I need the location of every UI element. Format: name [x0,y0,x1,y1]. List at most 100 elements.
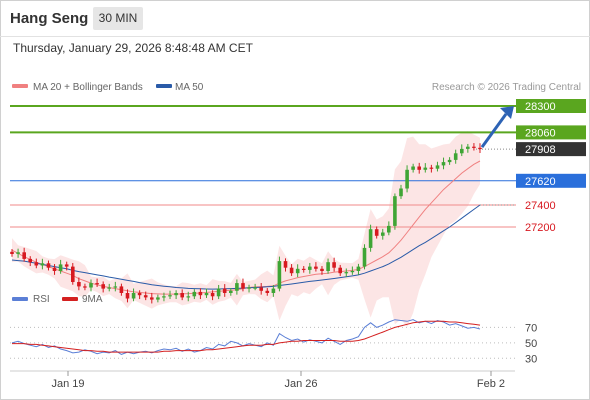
ma20-legend-swatch [12,84,28,88]
candle-body [174,293,178,296]
candle-body [466,146,470,149]
forecast-arrow-head [500,106,514,119]
candle-body [64,264,69,267]
candle-body [58,264,63,271]
candle-body [95,283,99,285]
ma20-legend-label: MA 20 + Bollinger Bands [33,82,143,93]
candle-body [119,286,124,293]
candle-body [399,188,403,197]
level-label-27908: 27908 [525,144,556,156]
candle-body [478,147,482,150]
candle-body [259,287,263,291]
timeframe-badge[interactable]: 30 MIN [93,7,143,30]
candle-body [101,284,105,289]
level-label-28060: 28060 [525,127,556,139]
candle-body [198,291,203,296]
header-bar: Hang Seng 30 MIN [0,0,590,37]
level-label-27200: 27200 [525,222,556,234]
level-label-27400: 27400 [525,200,556,212]
candle-body [83,286,87,288]
candle-body [356,266,361,271]
candle-body [210,293,215,297]
candle-body [447,159,452,163]
candle-body [387,225,391,233]
candle-body [417,166,421,170]
candle-body [429,167,434,169]
candle-body [235,283,239,291]
ma50-legend-swatch [156,84,172,88]
rsi-tick-30: 30 [525,353,537,365]
ma50-line [11,204,481,290]
ma9-legend-swatch [62,297,78,301]
candle-body [222,288,227,293]
candle-body [40,263,45,266]
forecast-arrow [480,113,508,149]
ma9-legend-label: 9MA [82,294,103,305]
ma50-legend-label: MA 50 [175,82,204,93]
candle-body [344,272,349,274]
rsi-line [11,319,481,355]
candle-body [283,261,288,268]
rsi-tick-50: 50 [525,338,537,350]
rsi-legend-swatch [12,297,28,301]
candle-body [247,287,251,289]
candle-body [326,262,330,271]
candle-body [107,287,111,289]
candle-body [22,252,26,259]
candle-body [71,266,75,282]
candle-body [131,293,136,299]
candle-body [253,287,257,289]
candle-body [320,268,324,271]
candle-body [338,267,342,274]
candle-body [52,267,57,271]
rsi-ma9-line [12,320,481,353]
level-tag-28300 [516,99,586,113]
candle-body [16,252,20,254]
price-plot: 28300 28060 27908 27620 27400 27200 [10,99,586,327]
candle-body [314,266,318,269]
research-credit: Research © 2026 Trading Central [432,82,581,93]
candle-body [34,262,39,266]
candle-body [435,165,440,169]
candle-body [77,282,81,287]
candle-body [168,295,172,297]
candle-body [295,268,300,274]
candle-body [265,290,270,293]
candle-body [308,266,312,270]
rsi-plot: RSI 9MA 70 50 30 [10,294,537,365]
candle-body [143,295,148,298]
level-tag-27620 [516,173,586,188]
instrument-title: Hang Seng [10,10,89,27]
candle-body [229,290,233,293]
candle-body [241,283,245,289]
candle-body [89,283,93,288]
candle-body [350,271,355,273]
level-label-27620: 27620 [525,176,556,188]
candle-body [405,169,409,189]
candle-body [271,288,276,293]
candle-body [277,261,282,289]
candle-body [393,196,397,226]
candle-body [162,296,166,298]
candle-body [125,293,130,299]
candle-body [10,251,14,254]
candle-body [453,153,458,160]
candle-body [441,162,446,166]
bollinger-band [12,131,480,327]
level-label-28300: 28300 [525,101,556,113]
x-tick-label: Jan 19 [51,378,84,390]
candle-body [137,293,142,296]
x-tick-label: Feb 2 [477,378,505,390]
candle-body [460,148,464,154]
x-axis-ticks: Jan 19 Jan 26 Feb 2 [51,371,505,390]
candle-body [192,291,197,297]
candle-body [301,268,306,270]
candle-body [411,166,415,170]
candle-body [381,232,385,236]
candle-body [113,286,118,288]
candle-body [46,263,51,268]
candle-body [28,258,32,263]
candle-body [423,167,428,170]
candle-body [374,229,379,236]
